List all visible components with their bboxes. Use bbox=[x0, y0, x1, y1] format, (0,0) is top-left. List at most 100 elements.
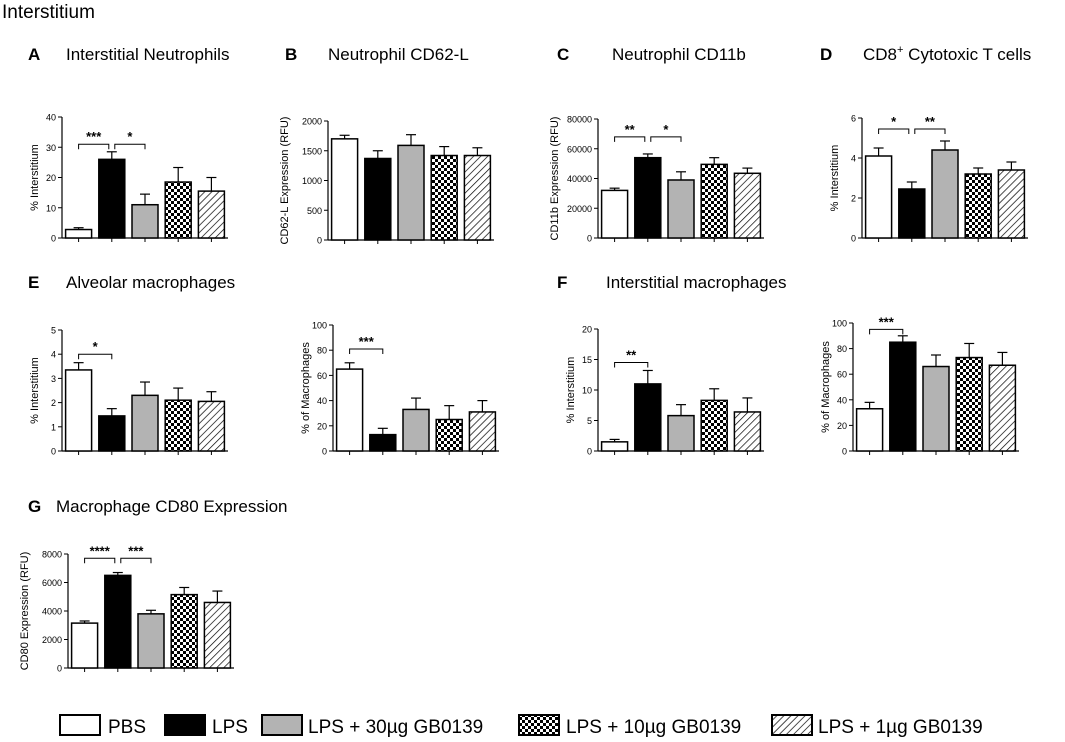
bar-e2-lps bbox=[369, 433, 397, 452]
chart-c: 0 20000 40000 60000 80000 CD11b Expression (R… bbox=[549, 115, 764, 244]
bar-g-lps-1 bbox=[203, 601, 232, 669]
significance-bracket-f1 bbox=[614, 362, 649, 368]
bar-e2-lps-10 bbox=[435, 418, 463, 452]
chart-f1: 0 5 10 15 20 % Interstitium ** bbox=[565, 325, 764, 457]
chart-e1: 0 1 2 3 4 5 % Interstitium * bbox=[29, 326, 228, 457]
chart-g: 0 2000 4000 6000 8000 CD80 Expression (RFU) **… bbox=[19, 543, 234, 674]
bar-f2-lps-30 bbox=[922, 365, 950, 452]
y-tick-label-b: 500 bbox=[307, 206, 322, 216]
bar-b-lps-1 bbox=[463, 154, 492, 241]
significance-label-d: ** bbox=[925, 114, 936, 129]
y-tick-label-f1: 5 bbox=[587, 416, 592, 426]
y-tick-label-e1: 4 bbox=[51, 350, 56, 360]
y-tick-label-f1: 0 bbox=[587, 447, 592, 457]
bar-a-pbs bbox=[64, 228, 93, 239]
y-tick-label-g: 4000 bbox=[42, 607, 62, 617]
bar-b-lps bbox=[364, 157, 392, 241]
bar-g-lps-30 bbox=[137, 613, 165, 669]
bar-d-pbs bbox=[864, 155, 893, 239]
y-tick-label-g: 2000 bbox=[42, 635, 62, 645]
bar-a-lps-10 bbox=[164, 181, 192, 239]
y-tick-label-e2: 20 bbox=[317, 421, 327, 431]
bar-g-lps bbox=[104, 574, 132, 669]
significance-bracket-e2 bbox=[349, 348, 384, 354]
y-tick-label-d: 4 bbox=[851, 154, 856, 164]
y-tick-label-c: 40000 bbox=[567, 174, 592, 184]
y-tick-label-e1: 2 bbox=[51, 398, 56, 408]
y-tick-label-e1: 3 bbox=[51, 374, 56, 384]
panel-label-d: D bbox=[820, 45, 832, 64]
y-tick-label-c: 60000 bbox=[567, 144, 592, 154]
legend-swatch-lps bbox=[164, 714, 206, 736]
bar-c-lps-1 bbox=[733, 172, 762, 239]
significance-bracket-d bbox=[878, 128, 910, 134]
y-tick-label-a: 0 bbox=[51, 234, 56, 244]
y-tick-label-f2: 60 bbox=[837, 370, 847, 380]
bar-d-lps-10 bbox=[964, 173, 992, 239]
y-axis-label-d: % Interstitium bbox=[829, 145, 841, 212]
panel-title-e: Alveolar macrophages bbox=[66, 273, 235, 292]
y-tick-label-g: 0 bbox=[57, 664, 62, 674]
y-tick-label-e1: 5 bbox=[51, 326, 56, 336]
y-tick-label-c: 80000 bbox=[567, 115, 592, 125]
y-tick-label-d: 2 bbox=[851, 194, 856, 204]
panel-title-f: Interstitial macrophages bbox=[606, 273, 786, 292]
panel-title-d: CD8+ Cytotoxic T cells bbox=[863, 44, 1031, 64]
y-tick-label-d: 0 bbox=[851, 234, 856, 244]
panel-label-a: A bbox=[28, 45, 40, 64]
significance-label-c: ** bbox=[625, 122, 636, 137]
y-tick-label-f1: 15 bbox=[582, 355, 592, 365]
bar-e1-lps-10 bbox=[164, 399, 192, 452]
significance-label-f2: *** bbox=[879, 314, 895, 329]
significance-label-g: **** bbox=[90, 543, 111, 558]
y-axis-label-e1: % Interstitium bbox=[29, 357, 41, 424]
bar-g-pbs bbox=[70, 622, 99, 669]
panel-label-e: E bbox=[28, 273, 39, 292]
y-tick-label-e2: 0 bbox=[322, 447, 327, 457]
y-tick-label-e2: 60 bbox=[317, 371, 327, 381]
bar-d-lps-30 bbox=[931, 149, 959, 239]
panel-title-d-main: CD8 bbox=[863, 45, 897, 64]
bar-d-lps bbox=[898, 188, 926, 239]
y-tick-label-f2: 80 bbox=[837, 344, 847, 354]
y-tick-label-g: 6000 bbox=[42, 578, 62, 588]
bar-a-lps-30 bbox=[131, 203, 159, 239]
legend-swatch-lps-10 bbox=[518, 714, 560, 736]
y-tick-label-b: 1500 bbox=[302, 146, 322, 156]
y-tick-label-e2: 80 bbox=[317, 346, 327, 356]
y-axis-label-e2: % of Macrophages bbox=[300, 342, 312, 434]
panel-title-d-sup: + bbox=[897, 44, 903, 56]
panel-title-a: Interstitial Neutrophils bbox=[66, 45, 229, 64]
bar-f1-pbs bbox=[600, 441, 629, 452]
panel-title-g: Macrophage CD80 Expression bbox=[56, 497, 288, 516]
significance-bracket-g bbox=[120, 557, 152, 564]
bar-a-lps bbox=[98, 158, 126, 239]
chart-f2: 0 20 40 60 80 100 % of Macrophages *** bbox=[820, 314, 1019, 457]
bar-b-lps-10 bbox=[430, 154, 458, 241]
panel-label-c: C bbox=[557, 45, 569, 64]
y-tick-label-f1: 10 bbox=[582, 386, 592, 396]
y-tick-label-a: 20 bbox=[46, 173, 56, 183]
significance-bracket-f2 bbox=[869, 328, 904, 335]
y-tick-label-g: 8000 bbox=[42, 550, 62, 560]
y-tick-label-c: 20000 bbox=[567, 204, 592, 214]
significance-bracket-e1 bbox=[78, 353, 113, 360]
figure-title: Interstitium bbox=[2, 2, 95, 23]
significance-label-g: *** bbox=[128, 543, 144, 558]
panel-label-b: B bbox=[285, 45, 297, 64]
legend-label-lps-1: LPS + 1µg GB0139 bbox=[818, 717, 983, 738]
y-tick-label-f2: 40 bbox=[837, 395, 847, 405]
bar-e2-pbs bbox=[335, 368, 364, 452]
bar-c-pbs bbox=[600, 189, 629, 239]
significance-label-f1: ** bbox=[626, 348, 637, 363]
significance-bracket-c bbox=[650, 136, 682, 142]
y-axis-label-a: % Interstitium bbox=[29, 144, 41, 211]
panel-title-d-rest: Cytotoxic T cells bbox=[903, 45, 1031, 64]
significance-label-e1: * bbox=[93, 339, 99, 354]
y-tick-label-a: 40 bbox=[46, 113, 56, 123]
y-tick-label-c: 0 bbox=[587, 234, 592, 244]
significance-label-d: * bbox=[891, 114, 897, 129]
